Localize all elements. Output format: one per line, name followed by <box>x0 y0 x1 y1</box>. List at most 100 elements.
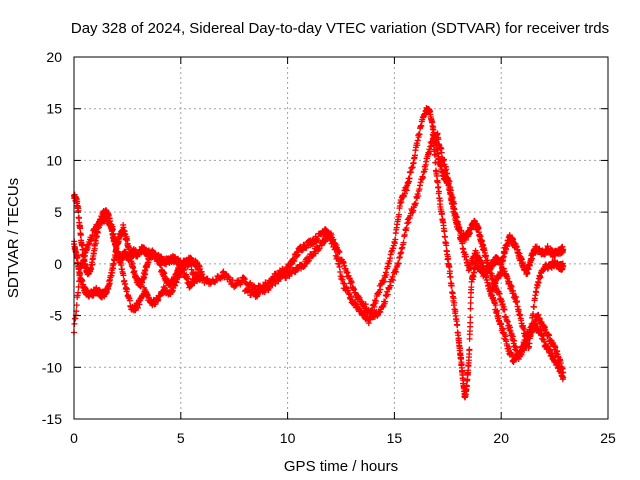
data-point <box>454 322 461 329</box>
data-point <box>218 273 225 280</box>
y-tick-label: -5 <box>50 308 63 324</box>
data-point <box>467 314 474 321</box>
data-point <box>76 270 83 277</box>
data-point <box>467 319 474 326</box>
data-point <box>401 190 408 197</box>
data-point <box>188 255 195 262</box>
data-point <box>73 302 80 309</box>
y-tick-label: 10 <box>46 152 62 168</box>
y-tick-label: 0 <box>54 256 62 272</box>
data-point <box>520 344 527 351</box>
data-point <box>442 233 449 240</box>
data-point <box>501 306 508 313</box>
data-point <box>473 249 480 256</box>
data-point <box>467 305 474 312</box>
data-point <box>420 174 427 181</box>
data-point <box>390 277 397 284</box>
data-point <box>376 289 383 296</box>
data-point <box>414 137 421 144</box>
data-point <box>528 320 535 327</box>
y-tick-label: 20 <box>46 49 62 65</box>
data-point <box>500 265 507 272</box>
series-track-g <box>487 258 567 352</box>
data-point <box>505 343 512 350</box>
data-point <box>336 263 343 270</box>
data-point <box>382 298 389 305</box>
data-point <box>451 200 458 207</box>
data-point <box>381 278 388 285</box>
data-point <box>511 337 518 344</box>
data-point <box>89 232 96 239</box>
x-tick-label: 25 <box>600 430 616 446</box>
data-point <box>445 255 452 262</box>
data-point <box>135 304 142 311</box>
x-tick-label: 20 <box>493 430 509 446</box>
data-point <box>383 271 390 278</box>
data-point <box>554 358 561 365</box>
data-point <box>387 282 394 289</box>
data-point <box>112 237 119 244</box>
data-point <box>527 329 534 336</box>
chart-title: Day 328 of 2024, Sidereal Day-to-day VTE… <box>71 20 609 37</box>
data-point <box>172 282 179 289</box>
data-point <box>447 273 454 280</box>
data-point <box>516 250 523 257</box>
data-point <box>113 242 120 249</box>
data-point <box>291 257 298 264</box>
data-point <box>194 271 201 278</box>
data-point <box>446 178 453 185</box>
data-point <box>406 175 413 182</box>
data-point <box>496 290 503 297</box>
data-point <box>545 332 552 339</box>
data-point <box>468 284 475 291</box>
y-tick-label: 15 <box>46 101 62 117</box>
data-point <box>444 170 451 177</box>
data-point <box>443 242 450 249</box>
data-point <box>241 275 248 282</box>
data-point <box>446 268 453 275</box>
data-point <box>467 264 474 271</box>
data-point <box>448 282 455 289</box>
data-point <box>411 152 418 159</box>
data-point <box>75 207 82 214</box>
series-track-f <box>429 131 567 401</box>
data-point <box>80 258 87 265</box>
data-point <box>463 383 470 390</box>
data-point <box>531 303 538 310</box>
data-point <box>415 193 422 200</box>
x-axis-label: GPS time / hours <box>284 458 398 475</box>
series-track-c <box>71 212 206 336</box>
data-point <box>431 151 438 158</box>
data-point <box>392 236 399 243</box>
data-point <box>269 282 276 289</box>
data-point <box>377 286 384 293</box>
data-point <box>371 303 378 310</box>
data-point <box>401 231 408 238</box>
data-point <box>435 188 442 195</box>
y-tick-label: -15 <box>42 411 62 427</box>
data-point <box>526 340 533 347</box>
series-track-e <box>241 130 567 383</box>
data-point <box>560 246 567 253</box>
data-point <box>513 294 520 301</box>
x-tick-label: 5 <box>177 430 185 446</box>
y-axis-label: SDTVAR / TECUs <box>5 178 22 298</box>
data-point <box>439 210 446 217</box>
x-tick-label: 10 <box>280 430 296 446</box>
data-point <box>416 131 423 138</box>
data-point <box>517 350 524 357</box>
data-point <box>557 360 564 367</box>
data-marks <box>71 104 567 401</box>
data-point <box>552 344 559 351</box>
x-tick-label: 0 <box>70 430 78 446</box>
data-point <box>482 252 489 259</box>
data-point <box>456 226 463 233</box>
data-point <box>238 278 245 285</box>
data-point <box>272 280 279 287</box>
data-point <box>492 302 499 309</box>
series-track-b <box>71 221 195 301</box>
data-point <box>75 289 82 296</box>
data-point <box>504 243 511 250</box>
y-tick-labels: -15 -10 -5 0 5 10 15 20 <box>42 49 62 427</box>
